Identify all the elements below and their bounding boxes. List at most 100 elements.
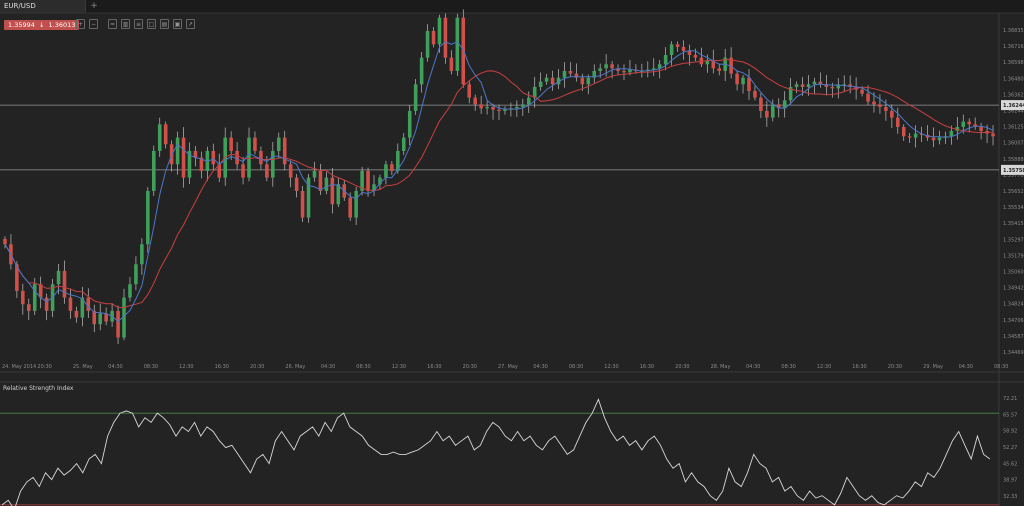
candle-body <box>437 17 442 45</box>
candle-body <box>259 150 263 165</box>
candle-body <box>717 68 722 71</box>
candle-body <box>705 60 710 65</box>
price-level-label: 1.36244 <box>1003 103 1024 109</box>
candle-body <box>699 57 704 65</box>
candle-body <box>729 57 733 74</box>
candle-body <box>318 170 323 191</box>
time-tick-label: 04:30 <box>533 364 547 370</box>
time-tick-label: 29. May <box>923 364 943 370</box>
candle-body <box>967 121 972 125</box>
candle-body <box>913 133 918 138</box>
candle-body <box>675 44 680 47</box>
candle-body <box>390 164 394 171</box>
candle-body <box>568 70 573 74</box>
candle-body <box>187 150 192 178</box>
candle-body <box>491 106 495 110</box>
candle-body <box>485 106 489 109</box>
candle-body <box>788 86 793 101</box>
down-arrow-icon: ↓ <box>38 21 45 29</box>
price-tick-label: 1.34706 <box>1003 318 1024 324</box>
candle-body <box>372 184 376 191</box>
snapshot-icon[interactable]: ▣ <box>173 19 182 29</box>
candle-body <box>604 64 608 69</box>
candle-body <box>247 137 251 178</box>
time-tick-label: 12:30 <box>604 364 618 370</box>
candle-body <box>354 190 358 218</box>
candle-body <box>151 150 156 191</box>
candle-body <box>449 57 454 71</box>
candle-body <box>26 304 31 311</box>
rsi-tick-label: 32.33 <box>1003 494 1017 500</box>
draw-icon[interactable]: ▤ <box>160 19 169 29</box>
candle-body <box>860 89 864 94</box>
bar-chart-icon[interactable]: ▥ <box>121 19 130 29</box>
candle-body <box>181 137 186 178</box>
candle-body <box>241 164 245 178</box>
candle-body <box>271 150 275 178</box>
candle-body <box>146 190 150 245</box>
price-tick-label: 1.36716 <box>1003 44 1024 50</box>
time-tick-label: 26. May <box>285 364 305 370</box>
candle-body <box>74 310 79 318</box>
rsi-line <box>1 398 991 506</box>
time-tick-label: 08:30 <box>356 364 370 370</box>
fast-moving-average-line <box>4 41 994 323</box>
rsi-tick-label: 58.92 <box>1003 429 1017 435</box>
candle-body <box>955 126 960 131</box>
price-level-label: 1.35758 <box>1003 168 1024 174</box>
candle-body <box>669 44 674 55</box>
time-tick-label: 16:30 <box>640 364 654 370</box>
candle-body <box>592 70 597 78</box>
candle-body <box>800 84 805 87</box>
candle-body <box>431 30 436 45</box>
candle-body <box>931 137 936 141</box>
zoom-in-icon[interactable]: + <box>76 19 85 29</box>
time-tick-label: 16:30 <box>215 364 229 370</box>
candle-body <box>866 93 870 102</box>
candle-body <box>973 124 977 127</box>
candle-body <box>651 68 656 70</box>
time-tick-label: 16:30 <box>852 364 866 370</box>
price-tick-label: 1.36244 <box>1003 109 1024 115</box>
rsi-title: Relative Strength Index <box>3 385 74 392</box>
candle-body <box>896 117 900 127</box>
candle-body <box>782 100 787 109</box>
candle-body <box>515 106 519 109</box>
candle-body <box>812 81 817 85</box>
time-tick-label: 24. May 2014 <box>2 364 36 370</box>
candle-body <box>455 17 460 71</box>
rsi-tick-label: 38.97 <box>1003 478 1017 484</box>
candle-body <box>211 150 216 165</box>
ask-price: 1.36013 <box>48 21 76 29</box>
price-level-badge <box>1001 164 1024 175</box>
candle-body <box>741 77 745 85</box>
template-icon[interactable]: □ <box>147 19 156 29</box>
chart-type-icon[interactable]: ≈ <box>108 19 117 29</box>
candle-body <box>681 46 686 51</box>
candle-body <box>979 126 983 131</box>
candle-body <box>413 84 418 111</box>
candle-body <box>836 84 841 89</box>
candle-body <box>759 97 763 111</box>
time-tick-label: 20:30 <box>37 364 51 370</box>
candle-body <box>235 150 239 165</box>
candle-body <box>366 170 370 191</box>
settings-icon[interactable]: ↗ <box>186 19 195 29</box>
candle-body <box>384 164 388 178</box>
time-tick-label: 04:30 <box>959 364 973 370</box>
price-tick-label: 1.35415 <box>1003 221 1024 227</box>
candle-body <box>907 136 912 138</box>
price-tick-label: 1.34469 <box>1003 350 1024 356</box>
zoom-out-icon[interactable]: − <box>89 19 98 29</box>
rsi-tick-label: 72.21 <box>1003 396 1017 402</box>
candle-body <box>580 77 585 85</box>
candle-body <box>765 110 769 118</box>
add-tab-button[interactable]: + <box>90 1 98 11</box>
candle-body <box>217 164 222 178</box>
candle-body <box>419 57 424 85</box>
indicator-icon[interactable]: ≡ <box>134 19 143 29</box>
tab-eurusd[interactable]: EUR/USD <box>0 0 86 13</box>
candle-body <box>80 297 85 318</box>
time-tick-label: 12:30 <box>179 364 193 370</box>
